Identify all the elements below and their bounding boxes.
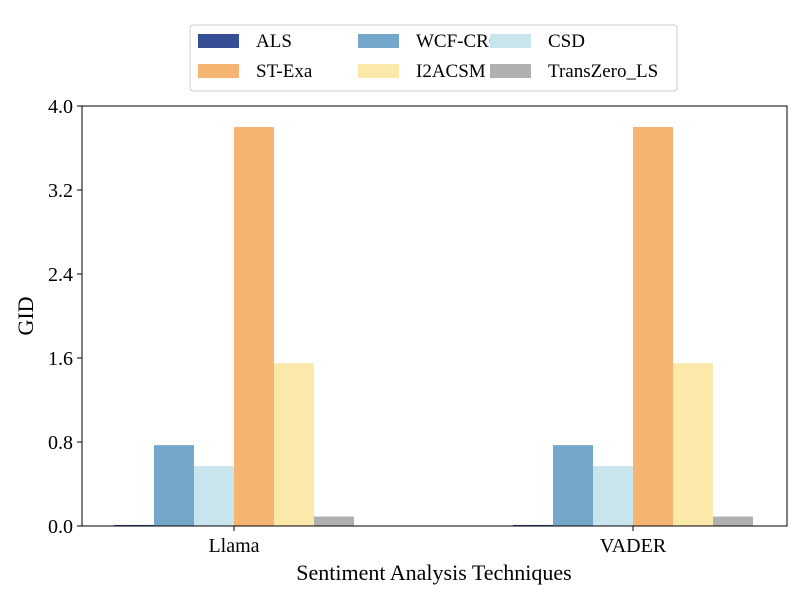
legend-label-als: ALS (256, 31, 292, 52)
legend-swatch-st-exa (198, 64, 239, 78)
y-axis: 0.0 0.8 1.6 2.4 3.2 4.0 (48, 96, 82, 538)
legend-swatch-csd (490, 34, 531, 48)
bar-st-exa-vader (633, 127, 673, 526)
y-tick-label: 3.2 (48, 180, 73, 202)
legend-label-csd: CSD (548, 31, 585, 52)
y-tick-label: 1.6 (48, 348, 73, 370)
legend-items: ALS WCF-CRC CSD ST-Exa I2ACSM TransZero_LS (198, 31, 658, 82)
x-tick-label: Llama (208, 535, 259, 557)
bar-csd-vader (593, 466, 633, 526)
legend-swatch-transzero-ls (490, 64, 531, 78)
bars-group (114, 127, 753, 526)
bar-st-exa-llama (234, 127, 274, 526)
y-tick-label: 4.0 (48, 96, 73, 118)
y-tick-label: 0.8 (48, 432, 73, 454)
bar-als-vader (513, 524, 553, 526)
x-axis: Llama VADER (208, 526, 667, 557)
legend-swatch-als (198, 34, 239, 48)
bar-csd-llama (194, 466, 234, 526)
y-tick-label: 2.4 (48, 264, 73, 286)
legend-swatch-i2acsm (358, 64, 399, 78)
legend-frame (189, 24, 678, 92)
legend-label-transzero-ls: TransZero_LS (548, 61, 658, 82)
legend: ALS WCF-CRC CSD ST-Exa I2ACSM TransZero_LS (189, 24, 678, 92)
x-axis-title: Sentiment Analysis Techniques (296, 560, 571, 585)
bar-transzero-ls-llama (314, 516, 354, 526)
bar-transzero-ls-vader (713, 516, 753, 526)
legend-label-st-exa: ST-Exa (256, 61, 313, 82)
y-axis-title: GID (13, 296, 38, 335)
bar-wcf-crc-vader (553, 445, 593, 526)
legend-label-wcf-crc: WCF-CRC (416, 31, 502, 52)
legend-label-i2acsm: I2ACSM (416, 61, 486, 82)
legend-swatch-wcf-crc (358, 34, 399, 48)
bar-wcf-crc-llama (154, 445, 194, 526)
bar-i2acsm-llama (274, 363, 314, 526)
plot-frame (81, 105, 788, 527)
y-tick-label: 0.0 (48, 516, 73, 538)
bar-als-llama (114, 524, 154, 526)
x-tick-label: VADER (600, 535, 667, 557)
bar-i2acsm-vader (673, 363, 713, 526)
